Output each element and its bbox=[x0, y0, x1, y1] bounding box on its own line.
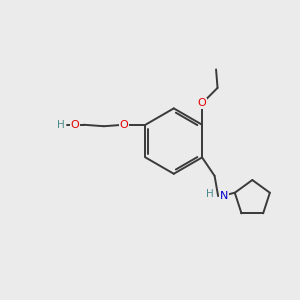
Text: H: H bbox=[57, 120, 65, 130]
Text: O: O bbox=[120, 120, 128, 130]
Text: N: N bbox=[220, 191, 228, 201]
Text: H: H bbox=[206, 189, 214, 199]
Text: O: O bbox=[198, 98, 206, 108]
Text: O: O bbox=[70, 120, 79, 130]
